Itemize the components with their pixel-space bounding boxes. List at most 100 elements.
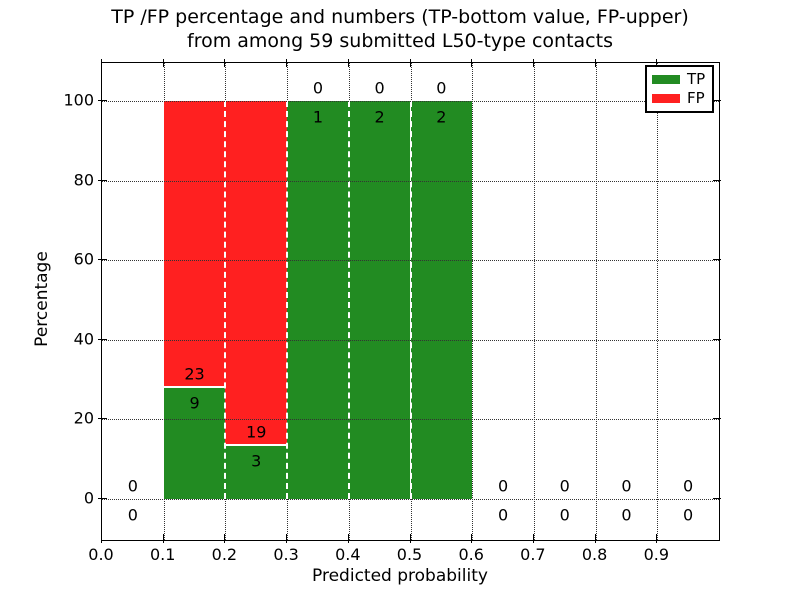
- y-tick-mark: [98, 100, 107, 101]
- x-tick-mark: [409, 534, 411, 543]
- bar-boundary-line: [286, 101, 289, 499]
- x-tick-mark: [286, 534, 288, 543]
- tp-count-label: 0: [559, 505, 570, 525]
- fp-count-label: 0: [312, 78, 324, 98]
- tp-count-label: 1: [312, 107, 324, 127]
- horizontal-gridline: [102, 180, 719, 182]
- legend-item-tp: TP: [652, 72, 707, 87]
- legend-label-tp: TP: [687, 70, 706, 89]
- bar-boundary-line: [224, 101, 227, 499]
- bar-segment-tp: [348, 101, 411, 499]
- y-tick-mark-right: [713, 100, 721, 101]
- bar-segment-tp: [410, 101, 473, 499]
- x-tick-mark-top: [409, 59, 411, 67]
- x-tick-mark: [101, 534, 102, 543]
- y-tick-mark-right: [713, 338, 721, 340]
- x-tick-label: 0.1: [149, 545, 176, 564]
- horizontal-gridline: [102, 101, 719, 102]
- y-tick-mark: [98, 338, 107, 340]
- y-tick-mark-right: [713, 259, 721, 261]
- x-tick-mark: [656, 534, 658, 543]
- x-axis-label: Predicted probability: [312, 566, 488, 586]
- vertical-gridline: [595, 63, 597, 540]
- x-tick-mark-top: [656, 59, 658, 67]
- y-tick-mark: [98, 498, 107, 499]
- x-tick-label: 0.0: [88, 545, 114, 564]
- x-tick-mark: [162, 534, 164, 543]
- bar-segment-divider: [225, 443, 288, 446]
- horizontal-gridline: [102, 339, 719, 341]
- tp-count-label: 2: [374, 107, 385, 127]
- x-tick-mark-top: [101, 59, 102, 67]
- y-tick-label: 60: [73, 249, 94, 269]
- horizontal-gridline: [102, 499, 719, 500]
- tp-count-label: 0: [497, 505, 509, 525]
- fp-count-label: 0: [374, 78, 385, 98]
- y-axis-label: Percentage: [32, 251, 52, 347]
- fp-color-swatch: [652, 93, 680, 103]
- x-tick-mark: [224, 534, 226, 543]
- x-tick-mark-top: [162, 59, 164, 67]
- x-tick-mark: [532, 534, 534, 543]
- fp-count-label: 0: [436, 78, 447, 98]
- x-tick-label: 0.4: [335, 545, 361, 564]
- y-tick-label: 40: [73, 329, 94, 349]
- legend-label-fp: FP: [687, 88, 705, 107]
- x-tick-label: 0.5: [396, 545, 423, 564]
- x-tick-mark: [594, 534, 596, 543]
- bar-segment-fp: [163, 101, 226, 388]
- y-tick-mark-right: [713, 179, 721, 181]
- vertical-gridline: [533, 63, 535, 540]
- x-tick-label: 0.6: [458, 545, 484, 564]
- y-tick-mark: [98, 259, 107, 261]
- x-tick-label: 0.7: [520, 545, 546, 564]
- bar-boundary-line: [409, 101, 412, 499]
- tp-count-label: 9: [189, 393, 200, 413]
- chart-title-line1: TP /FP percentage and numbers (TP-bottom…: [111, 6, 689, 28]
- x-tick-mark-top: [347, 59, 349, 67]
- fp-count-label: 19: [246, 422, 267, 442]
- tp-count-label: 0: [621, 505, 632, 525]
- x-tick-mark-top: [224, 59, 226, 67]
- horizontal-gridline: [102, 260, 719, 262]
- fp-count-label: 23: [184, 364, 205, 384]
- x-tick-mark-top: [594, 59, 596, 67]
- y-tick-mark: [98, 179, 107, 181]
- fp-count-label: 0: [497, 476, 509, 496]
- chart-title: TP /FP percentage and numbers (TP-bottom…: [0, 5, 800, 53]
- y-tick-mark: [98, 418, 107, 420]
- legend-item-fp: FP: [652, 88, 707, 107]
- x-tick-mark-top: [471, 59, 473, 67]
- x-tick-mark: [471, 534, 473, 543]
- x-tick-mark-top: [532, 59, 534, 67]
- legend: TP FP: [645, 65, 714, 113]
- y-tick-mark-right: [713, 498, 721, 499]
- tp-count-label: 0: [683, 505, 694, 525]
- fp-count-label: 0: [683, 476, 694, 496]
- plot-area: 0 0 23 9 19 3 0 1 0 2 0 2 0 0 0 0 0 0 0 0: [101, 62, 720, 541]
- x-tick-label: 0.9: [643, 545, 670, 564]
- bar-segment-tp: [225, 444, 288, 499]
- x-tick-label: 0.8: [581, 545, 608, 564]
- bar-segment-fp: [225, 101, 288, 445]
- y-tick-label: 100: [63, 90, 94, 110]
- x-tick-label: 0.2: [211, 545, 238, 564]
- x-tick-mark: [347, 534, 349, 543]
- chart-title-line2: from among 59 submitted L50-type contact…: [187, 30, 613, 52]
- y-tick-label: 0: [83, 488, 94, 508]
- tp-count-label: 2: [436, 107, 447, 127]
- fp-count-label: 0: [621, 476, 632, 496]
- y-tick-mark-right: [713, 418, 721, 420]
- vertical-gridline: [657, 63, 659, 540]
- x-tick-mark-top: [286, 59, 288, 67]
- horizontal-gridline: [102, 419, 719, 421]
- bar-segment-tp: [163, 387, 226, 499]
- tp-count-label: 3: [251, 451, 262, 471]
- bar-boundary-line: [347, 101, 350, 499]
- y-tick-label: 80: [73, 170, 94, 190]
- x-tick-label: 0.3: [273, 545, 299, 564]
- bar-segment-divider: [163, 386, 226, 389]
- tp-color-swatch: [652, 75, 680, 85]
- y-tick-label: 20: [73, 408, 94, 428]
